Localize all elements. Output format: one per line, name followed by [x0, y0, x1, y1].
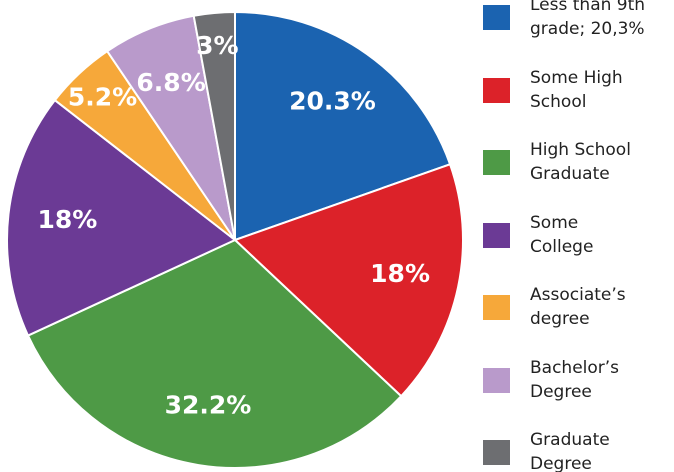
slice-label: 3%	[196, 31, 238, 60]
legend-swatch	[483, 5, 510, 30]
slice-label: 5.2%	[68, 83, 137, 112]
legend-label: Some College	[530, 212, 594, 257]
legend-swatch	[483, 77, 510, 103]
legend-swatch	[483, 440, 510, 465]
slice-label: 18%	[370, 259, 430, 288]
legend-label: Associate’s degree	[530, 285, 626, 329]
legend-swatch	[483, 295, 510, 320]
pie: 20.3% 18% 32.2% 18% 5.2%6.8% 3%	[6, 10, 464, 469]
legend-label: Bachelor’s Degree	[530, 357, 620, 402]
pie-slice	[192, 10, 236, 241]
pie-slice	[26, 238, 403, 469]
legend-label: Less than 9th grade; 20,3%	[530, 0, 646, 39]
slice-label: 6.8%	[136, 68, 205, 97]
pie-slice	[6, 98, 237, 337]
slice-label: 32.2%	[165, 391, 252, 420]
legend-label: Some High School	[530, 67, 623, 112]
legend-swatch	[483, 367, 510, 393]
legend-label: High School Graduate	[530, 140, 631, 184]
slice-label: 20.3%	[289, 86, 376, 115]
legend-label: Graduate Degree	[530, 430, 610, 472]
slice-label: 18%	[37, 205, 97, 234]
legend-swatch	[483, 222, 510, 248]
legend-swatch	[483, 150, 510, 175]
pie-slice	[233, 163, 464, 398]
